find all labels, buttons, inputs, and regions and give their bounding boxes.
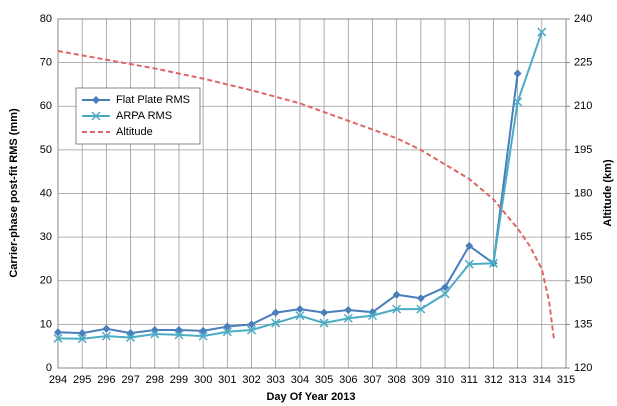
marker: [513, 69, 522, 78]
marker: [271, 318, 281, 328]
x-tick-label: 298: [146, 374, 164, 386]
y2-tick-label: 210: [574, 100, 592, 112]
marker: [537, 27, 547, 37]
x-tick-label: 299: [170, 374, 188, 386]
x-tick-label: 311: [460, 374, 478, 386]
y2-tick-label: 120: [574, 362, 592, 374]
marker: [465, 241, 474, 250]
x-tick-label: 312: [484, 374, 502, 386]
y-tick-label: 20: [40, 275, 52, 287]
marker: [53, 333, 63, 343]
legend-label: Flat Plate RMS: [116, 94, 190, 106]
marker: [126, 329, 135, 338]
x-tick-label: 308: [387, 374, 405, 386]
x-tick-label: 307: [363, 374, 381, 386]
series-line: [57, 50, 555, 340]
marker: [77, 334, 87, 344]
x-tick-label: 296: [97, 374, 115, 386]
marker: [319, 318, 329, 328]
marker: [223, 322, 232, 331]
marker: [150, 326, 159, 335]
y-tick-label: 30: [40, 231, 52, 243]
marker: [126, 332, 136, 342]
marker: [392, 290, 401, 299]
marker: [416, 294, 425, 303]
x-tick-label: 310: [436, 374, 454, 386]
marker: [271, 308, 280, 317]
marker: [344, 305, 353, 314]
x-tick-label: 304: [291, 374, 309, 386]
marker: [92, 96, 100, 104]
x-axis-title: Day Of Year 2013: [266, 391, 355, 403]
marker: [441, 283, 450, 292]
marker: [150, 329, 160, 339]
marker: [78, 329, 87, 338]
marker: [174, 330, 184, 340]
y2-tick-label: 225: [574, 57, 592, 69]
marker: [246, 325, 257, 335]
y-tick-label: 50: [40, 144, 52, 156]
marker: [247, 320, 256, 329]
y2-tick-label: 150: [574, 275, 592, 287]
marker: [488, 258, 498, 268]
x-tick-label: 295: [73, 374, 91, 386]
y-tick-label: 80: [40, 13, 52, 25]
marker: [416, 304, 426, 314]
x-tick-label: 294: [49, 374, 67, 386]
marker: [101, 331, 111, 341]
x-tick-label: 309: [412, 374, 430, 386]
y-axis-title: Carrier-phase post-fit RMS (mm): [8, 108, 20, 278]
y2-axis-title: Altitude (km): [602, 159, 614, 227]
y-tick-label: 0: [46, 362, 52, 374]
x-tick-label: 306: [339, 374, 357, 386]
y-tick-label: 60: [40, 100, 52, 112]
marker: [102, 324, 111, 333]
legend-label: ARPA RMS: [116, 110, 172, 122]
y2-tick-label: 240: [574, 13, 592, 25]
marker: [367, 311, 378, 321]
marker: [198, 331, 208, 341]
x-tick-label: 314: [533, 374, 551, 386]
x-tick-label: 300: [194, 374, 212, 386]
y2-tick-label: 165: [574, 231, 592, 243]
marker: [513, 97, 523, 107]
marker: [392, 304, 402, 314]
marker: [199, 326, 208, 335]
marker: [440, 289, 450, 299]
legend-label: Altitude: [116, 126, 153, 138]
marker: [295, 311, 305, 321]
x-tick-label: 301: [218, 374, 236, 386]
y-tick-label: 10: [40, 318, 52, 330]
marker: [464, 259, 474, 269]
series-line: [57, 73, 519, 335]
y2-tick-label: 195: [574, 144, 592, 156]
marker: [320, 308, 329, 317]
marker: [91, 111, 101, 121]
y2-tick-label: 135: [574, 318, 592, 330]
x-tick-label: 313: [508, 374, 526, 386]
y-tick-label: 40: [40, 187, 52, 199]
marker: [295, 305, 304, 314]
x-tick-label: 305: [315, 374, 333, 386]
x-tick-label: 302: [242, 374, 260, 386]
marker: [343, 313, 353, 323]
x-tick-label: 303: [267, 374, 285, 386]
plot-frame: [57, 18, 567, 369]
marker: [222, 327, 232, 337]
x-tick-label: 315: [557, 374, 575, 386]
y-tick-label: 70: [40, 57, 52, 69]
x-tick-label: 297: [121, 374, 139, 386]
marker: [54, 328, 62, 337]
y2-tick-label: 180: [574, 187, 592, 199]
